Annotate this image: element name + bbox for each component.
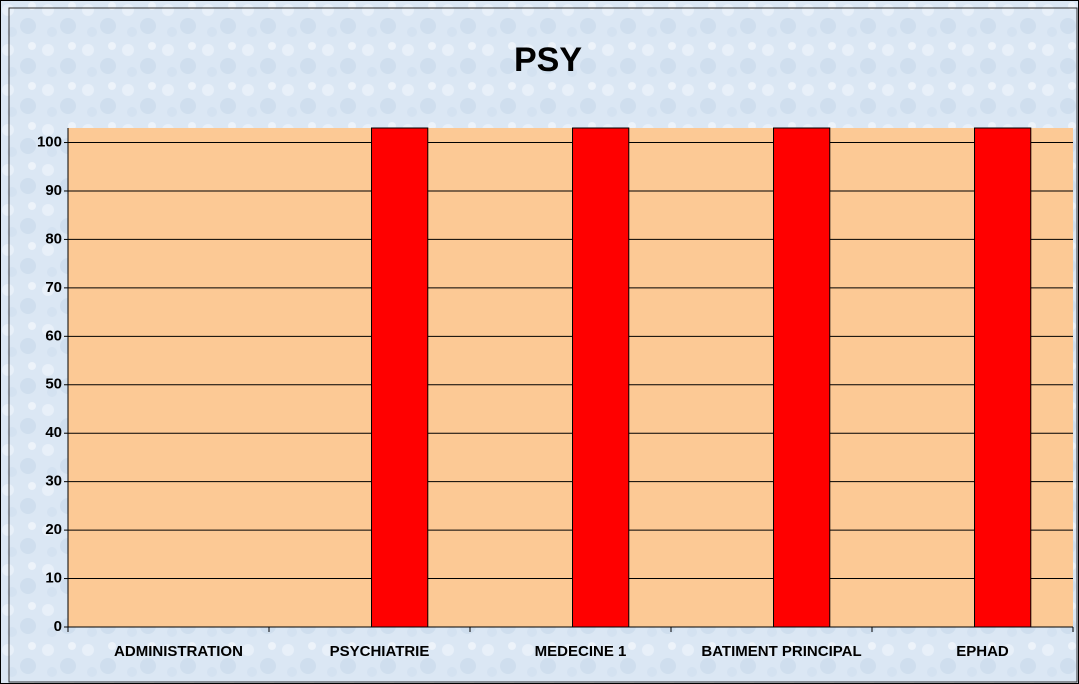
y-tick-label: 60 [45, 327, 62, 344]
plot-area [68, 128, 1073, 627]
x-tick-label: MEDECINE 1 [535, 643, 627, 660]
bar [974, 127, 1032, 628]
x-tick-label: ADMINISTRATION [114, 643, 243, 660]
y-tick-label: 0 [54, 618, 62, 635]
x-tick-label: EPHAD [956, 643, 1009, 660]
y-tick-label: 50 [45, 376, 62, 393]
y-tick-label: 100 [37, 134, 62, 151]
y-tick-label: 30 [45, 473, 62, 490]
y-tick-label: 40 [45, 424, 62, 441]
bar [572, 127, 630, 628]
y-tick-label: 90 [45, 182, 62, 199]
y-tick-label: 10 [45, 570, 62, 587]
y-tick-label: 80 [45, 230, 62, 247]
x-tick-label: BATIMENT PRINCIPAL [701, 643, 861, 660]
y-tick-label: 70 [45, 279, 62, 296]
chart-title: PSY [514, 41, 582, 79]
bar [371, 127, 429, 628]
bar [773, 127, 831, 628]
y-tick-label: 20 [45, 521, 62, 538]
x-tick-label: PSYCHIATRIE [330, 643, 430, 660]
chart-border [8, 7, 1078, 683]
